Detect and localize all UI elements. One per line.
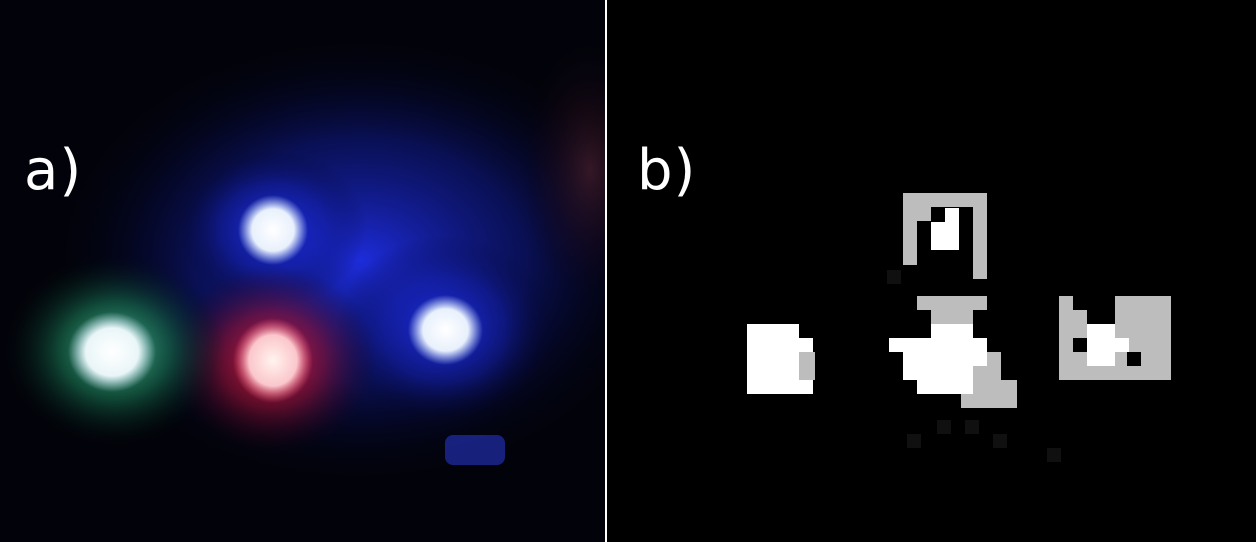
reflection — [445, 435, 505, 465]
blob-top — [903, 193, 987, 279]
binary-panel-b: b) — [607, 0, 1256, 542]
panel-label-b: b) — [637, 138, 697, 203]
binary-mask — [747, 193, 1171, 462]
blob-right — [1059, 296, 1171, 380]
led-red-core — [233, 318, 313, 403]
blob-left — [747, 324, 815, 394]
finger-shadow — [520, 40, 605, 300]
led-green-core — [68, 312, 156, 392]
led-top-core — [238, 195, 308, 265]
led-photo — [5, 40, 605, 480]
led-right-core — [408, 295, 483, 365]
photo-panel-a: a) — [0, 0, 605, 542]
panel-label-a: a) — [24, 138, 83, 203]
blob-middle — [889, 296, 1017, 408]
background-noise — [887, 270, 1061, 462]
